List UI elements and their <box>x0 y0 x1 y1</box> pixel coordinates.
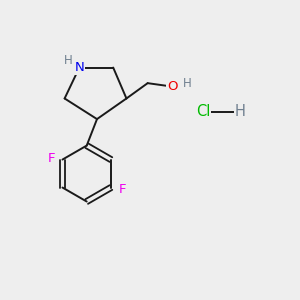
Text: N: N <box>74 61 84 74</box>
Text: H: H <box>64 54 73 67</box>
Text: H: H <box>183 77 191 90</box>
Text: O: O <box>167 80 178 93</box>
Text: F: F <box>118 182 126 196</box>
Text: H: H <box>234 104 245 119</box>
Text: Cl: Cl <box>196 104 210 119</box>
Text: F: F <box>47 152 55 165</box>
